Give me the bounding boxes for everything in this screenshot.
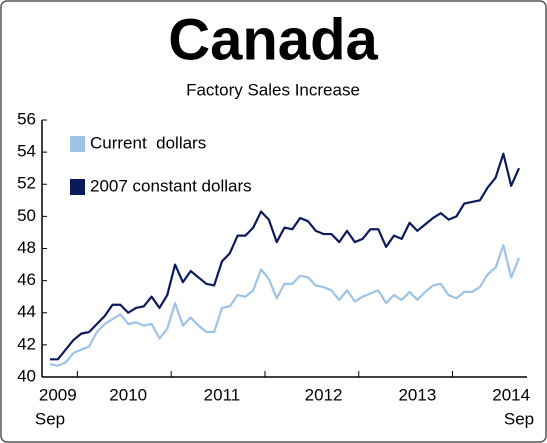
x-tick-sublabel: Sep (35, 409, 65, 428)
x-tick-label: 2012 (305, 385, 343, 404)
x-tick-sublabel: Sep (504, 409, 534, 428)
y-tick-label: 40 (17, 366, 36, 385)
series-line (50, 152, 521, 361)
y-tick-label: 46 (17, 270, 36, 289)
y-tick-label: 42 (17, 334, 36, 353)
legend-label: 2007 constant dollars (90, 176, 252, 195)
chart-subtitle: Factory Sales Increase (186, 80, 360, 99)
x-tick-label: 2013 (398, 385, 436, 404)
x-tick-label: 2010 (109, 385, 147, 404)
legend-swatch (70, 136, 85, 152)
y-tick-label: 54 (17, 142, 36, 161)
legend-label: Current dollars (90, 133, 206, 152)
y-tick-label: 56 (17, 109, 36, 128)
y-tick-label: 50 (17, 206, 36, 225)
x-tick-label: 2011 (204, 385, 241, 404)
y-tick-label: 44 (17, 302, 36, 321)
y-tick-label: 52 (17, 174, 36, 193)
chart-title: Canada (168, 7, 378, 72)
x-tick-label: 2009 (39, 385, 77, 404)
legend-swatch (70, 179, 85, 195)
series-line (49, 244, 521, 367)
y-tick-label: 48 (17, 238, 36, 257)
x-tick-label: 2014 (492, 385, 530, 404)
